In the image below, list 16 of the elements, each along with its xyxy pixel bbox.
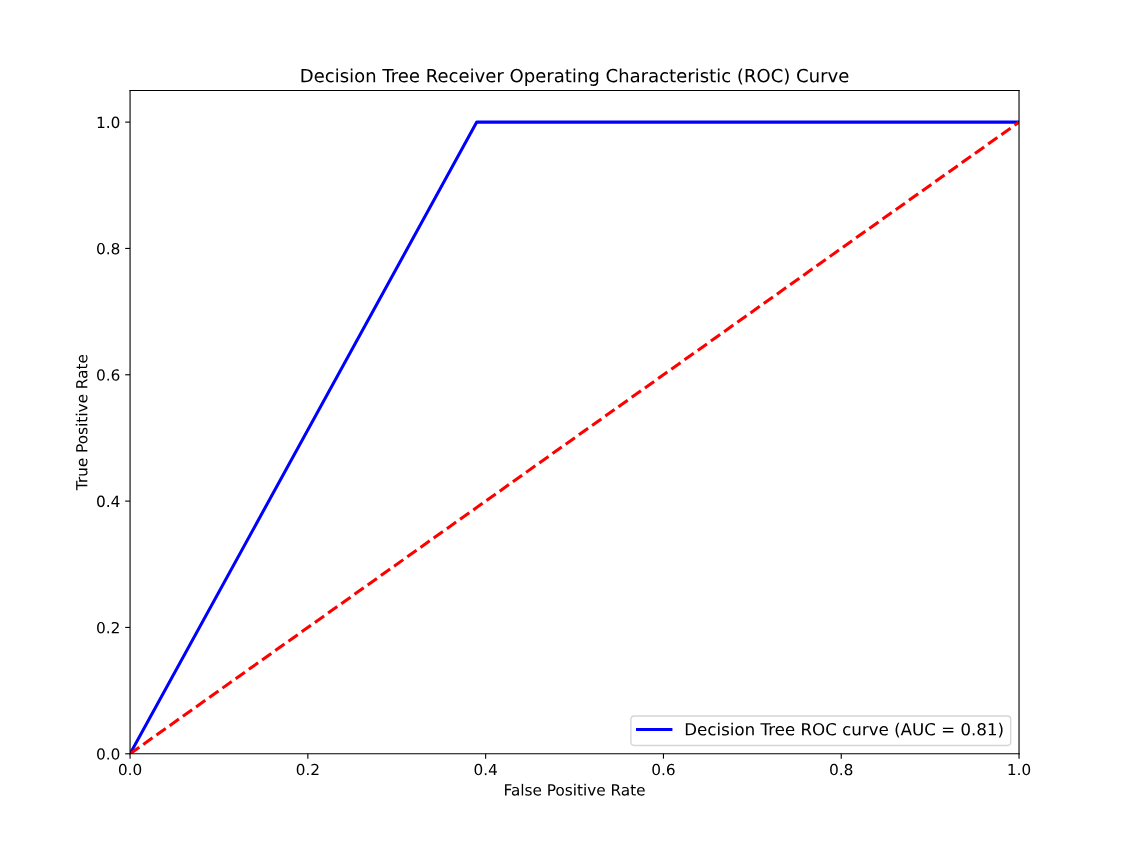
y-tick-label: 0.6 [97, 369, 120, 381]
y-axis-title: True Positive Rate [75, 354, 88, 491]
y-tick-label: 0.4 [97, 495, 120, 508]
y-tick-label: 0.0 [97, 748, 120, 760]
y-tick-label: 0.8 [97, 242, 120, 255]
x-tick-label: 0.4 [474, 763, 497, 776]
x-tick-label: 0.2 [296, 763, 319, 776]
x-tick-label: 0.0 [118, 763, 142, 776]
x-tick-label: 1.0 [1008, 763, 1031, 776]
y-tick-label: 0.2 [97, 621, 119, 634]
legend-label: Decision Tree ROC curve (AUC = 0.81) [685, 722, 1003, 738]
x-tick-label: 0.6 [652, 763, 675, 776]
x-axis-title: False Positive Rate [505, 783, 645, 796]
x-tick-label: 0.8 [830, 763, 853, 776]
chart-title: Decision Tree Receiver Operating Characteristic (ROC) Curve [301, 68, 849, 86]
y-tick-label: 1.0 [97, 116, 120, 129]
